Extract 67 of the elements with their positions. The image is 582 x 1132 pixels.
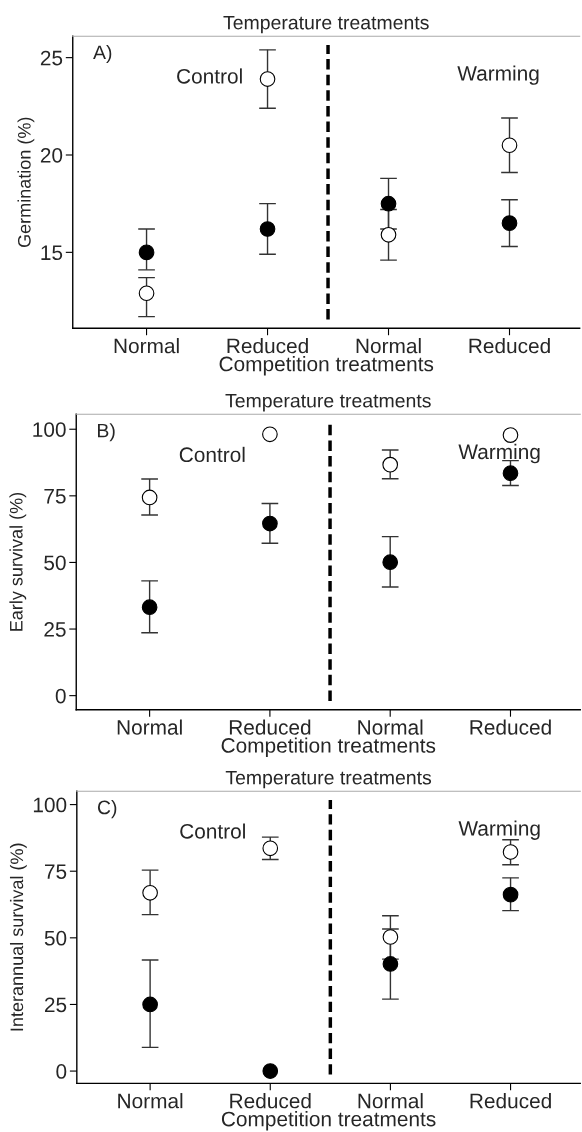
y-tick-label: 25 bbox=[44, 997, 67, 1013]
x-tick-label: Reduced bbox=[227, 338, 308, 354]
point bbox=[382, 929, 399, 945]
point bbox=[142, 884, 158, 901]
x-tick-label: Normal bbox=[356, 338, 421, 354]
y-tick-label: 20 bbox=[40, 147, 63, 163]
x-tick-label: Normal bbox=[118, 1093, 183, 1109]
y-tick-label: 75 bbox=[44, 489, 66, 504]
y-tick-label: 0 bbox=[55, 688, 66, 704]
chart-title: Temperature treatments bbox=[225, 393, 431, 412]
point bbox=[138, 244, 155, 261]
point bbox=[262, 840, 279, 857]
x-axis-title: Competition treatments bbox=[221, 1111, 436, 1131]
y-tick-label: 50 bbox=[44, 930, 67, 946]
point bbox=[259, 221, 276, 237]
chart-title: Temperature treatments bbox=[223, 15, 429, 34]
point bbox=[380, 226, 397, 243]
point bbox=[142, 996, 158, 1013]
point bbox=[259, 71, 276, 87]
x-tick-label: Normal bbox=[117, 719, 182, 735]
y-tick-label: 75 bbox=[45, 864, 67, 879]
point bbox=[382, 956, 399, 972]
point bbox=[501, 137, 518, 154]
point bbox=[262, 1063, 279, 1079]
x-tick-label: Reduced bbox=[469, 338, 550, 354]
annotation: Control bbox=[179, 446, 245, 463]
chart-title: Temperature treatments bbox=[225, 770, 432, 789]
point bbox=[502, 886, 519, 903]
y-tick-label: 25 bbox=[40, 50, 63, 66]
x-tick-label: Normal bbox=[358, 1093, 423, 1109]
point bbox=[262, 426, 278, 443]
x-tick-label: Normal bbox=[114, 338, 179, 354]
y-axis-title: Interannual survival (%) bbox=[9, 843, 27, 1031]
point bbox=[262, 515, 278, 532]
point bbox=[141, 489, 158, 506]
y-axis-title: Germination (%) bbox=[17, 117, 35, 248]
point bbox=[501, 215, 518, 231]
annotation: Control bbox=[180, 823, 245, 839]
point bbox=[502, 465, 519, 482]
point bbox=[502, 427, 519, 443]
annotation: Warming bbox=[457, 65, 539, 85]
x-axis-title: Competition treatments bbox=[219, 356, 434, 376]
annotation: Warming bbox=[458, 443, 540, 464]
point bbox=[382, 554, 399, 571]
x-tick-label: Reduced bbox=[229, 719, 311, 735]
x-tick-label: Reduced bbox=[470, 719, 551, 735]
annotation: Control bbox=[177, 68, 242, 84]
annotation: Warming bbox=[458, 820, 540, 840]
y-tick-label: 50 bbox=[44, 555, 66, 571]
annotation: C) bbox=[97, 800, 117, 819]
annotation: A) bbox=[93, 44, 112, 64]
point bbox=[141, 599, 158, 616]
y-tick-label: 15 bbox=[41, 245, 63, 261]
y-tick-label: 100 bbox=[33, 422, 66, 437]
annotation: B) bbox=[98, 423, 115, 442]
point bbox=[382, 456, 399, 473]
x-axis-title: Competition treatments bbox=[221, 737, 436, 757]
y-tick-label: 0 bbox=[56, 1064, 67, 1079]
y-axis-title: Early survival (%) bbox=[9, 492, 27, 631]
x-tick-label: Normal bbox=[358, 719, 423, 735]
x-tick-label: Reduced bbox=[230, 1093, 311, 1109]
point bbox=[138, 285, 155, 302]
point bbox=[380, 195, 397, 212]
y-tick-label: 100 bbox=[33, 797, 67, 813]
point bbox=[502, 844, 519, 860]
y-tick-label: 25 bbox=[44, 622, 66, 637]
x-tick-label: Reduced bbox=[470, 1093, 551, 1109]
